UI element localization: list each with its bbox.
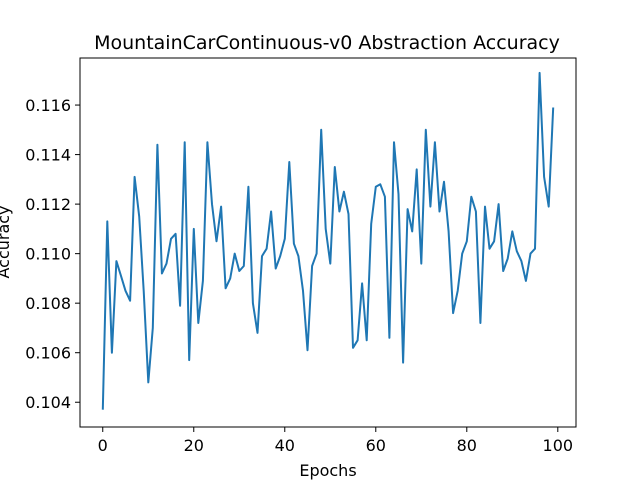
x-tick-label: 0 <box>98 436 108 455</box>
x-axis-label: Epochs <box>299 461 356 480</box>
x-tick-label: 60 <box>366 436 386 455</box>
y-tick-label: 0.108 <box>25 294 71 313</box>
axes-frame <box>79 57 577 428</box>
chart-title: MountainCarContinuous-v0 Abstraction Acc… <box>94 32 560 54</box>
x-tick-label: 40 <box>275 436 295 455</box>
plot-area: 0 20 40 60 80 100 0.1040.1060.1080.1100.1120.… <box>25 57 577 455</box>
y-tick-label: 0.106 <box>25 344 71 363</box>
x-axis-ticks: 0 20 40 60 80 100 <box>98 427 573 455</box>
y-tick-label: 0.110 <box>25 245 71 264</box>
x-tick-label: 100 <box>543 436 574 455</box>
y-tick-label: 0.104 <box>25 393 71 412</box>
x-tick-label: 20 <box>184 436 204 455</box>
series-group <box>101 71 555 410</box>
y-tick-label: 0.114 <box>25 146 71 165</box>
x-tick-label: 80 <box>457 436 477 455</box>
y-axis-label: Accuracy <box>0 205 13 278</box>
y-tick-label: 0.112 <box>25 195 71 214</box>
y-tick-label: 0.116 <box>25 96 71 115</box>
y-axis-ticks: 0.104 0.106 0.108 0.110 0.112 0.114 0.116 <box>25 96 80 412</box>
series-line <box>101 71 555 410</box>
